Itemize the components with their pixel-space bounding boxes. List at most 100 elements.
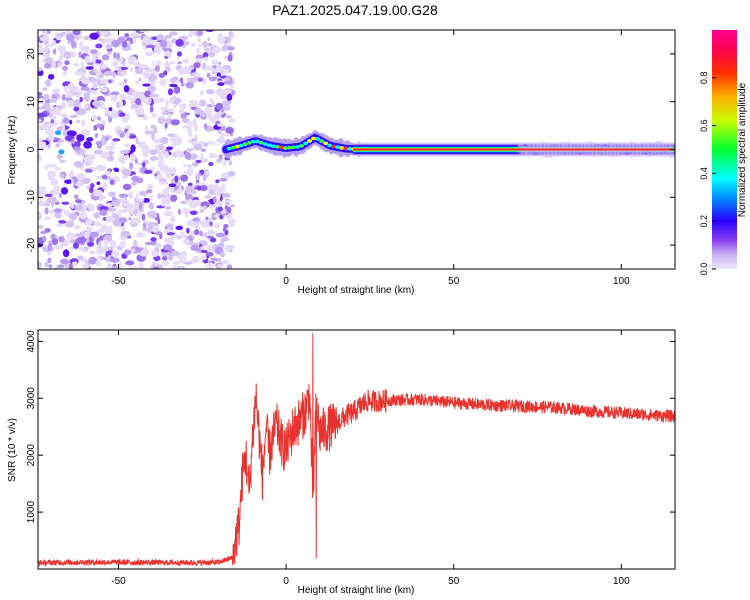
heatmap-cell: [90, 182, 95, 189]
heatmap-cell: [128, 266, 139, 269]
heatmap-cell: [197, 30, 204, 37]
heatmap-cell: [201, 148, 206, 152]
heatmap-cell: [151, 61, 155, 66]
heatmap-cell: [174, 150, 182, 158]
heatmap-cell: [177, 61, 182, 65]
heatmap-cell: [78, 51, 82, 59]
heatmap-cell: [120, 149, 130, 154]
heatmap-cell: [105, 145, 115, 151]
heatmap-cell: [38, 188, 44, 196]
heatmap-cell: [98, 197, 104, 202]
heatmap-cell: [202, 77, 207, 86]
heatmap-cell: [150, 81, 156, 86]
heatmap-cell: [323, 141, 329, 146]
heatmap-cell: [208, 230, 214, 237]
x-tick-label: 100: [613, 276, 630, 287]
heatmap-cell: [38, 44, 43, 49]
heatmap-cell: [111, 39, 121, 48]
heatmap-cell: [226, 93, 233, 102]
heatmap-cell: [307, 139, 313, 143]
heatmap-cell: [196, 47, 200, 54]
heatmap-cell: [80, 75, 87, 79]
heatmap-cell: [204, 65, 214, 71]
heatmap-cell: [199, 230, 204, 237]
heatmap-cell: [83, 140, 93, 149]
heatmap-cell: [128, 217, 132, 221]
heatmap-cell: [224, 199, 233, 204]
heatmap-cell: [38, 67, 43, 72]
heatmap-cell: [96, 247, 106, 254]
heatmap-cell: [223, 55, 229, 60]
heatmap-cell: [42, 86, 48, 91]
heatmap-cell: [110, 141, 117, 146]
heatmap-cell: [164, 169, 169, 175]
heatmap-cell: [234, 144, 240, 149]
heatmap-cell: [176, 51, 183, 57]
heatmap-cell: [228, 31, 232, 37]
heatmap-cell: [139, 94, 144, 101]
heatmap-cell: [83, 92, 90, 101]
colorbar-ticks: 0.0 0.2 0.4 0.6 0.8: [699, 72, 716, 276]
heatmap-cell: [191, 42, 196, 48]
heatmap-cell: [87, 177, 91, 183]
heatmap-cell: [187, 182, 193, 187]
x-tick-label: 0: [283, 576, 289, 587]
heatmap-cell: [134, 66, 139, 70]
heatmap-cell: [220, 251, 225, 258]
heatmap-cell: [60, 187, 69, 195]
heatmap-cell: [154, 261, 159, 268]
heatmap-cell: [84, 55, 91, 63]
heatmap-cell: [187, 132, 194, 138]
heatmap-cell: [92, 100, 101, 107]
y-tick-label: 10: [26, 96, 37, 108]
colorbar-tick-label: 0.0: [699, 263, 709, 276]
heatmap-cell: [167, 113, 172, 118]
heatmap-cell: [178, 35, 189, 41]
heatmap-cell: [208, 162, 214, 167]
x-tick-label: 0: [283, 276, 289, 287]
heatmap-cell: [87, 241, 95, 247]
heatmap-cell: [38, 225, 44, 229]
heatmap-cell: [127, 56, 137, 62]
heatmap-cell: [209, 154, 219, 158]
heatmap-cell: [114, 168, 120, 173]
heatmap-cell: [185, 81, 194, 89]
heatmap-cell: [51, 94, 58, 99]
heatmap-cell: [146, 189, 153, 194]
heatmap-cell: [117, 261, 123, 269]
heatmap-cell: [159, 40, 168, 48]
heatmap-cell: [55, 143, 60, 148]
heatmap-cell: [75, 110, 86, 116]
heatmap-cell: [97, 254, 102, 262]
heatmap-cell: [43, 30, 48, 37]
heatmap-cell: [133, 201, 140, 210]
heatmap-cell: [331, 144, 337, 149]
heatmap-cell: [184, 58, 190, 64]
heatmap-cell: [54, 211, 62, 219]
heatmap-cell: [98, 241, 102, 247]
heatmap-cell: [110, 94, 118, 102]
heatmap-cell: [44, 207, 49, 215]
colorbar-label: Normalized spectral amplitude: [737, 82, 748, 217]
heatmap-cell: [38, 47, 48, 55]
heatmap-cell: [229, 203, 236, 208]
heatmap-cell: [141, 213, 146, 221]
heatmap-cell: [142, 115, 148, 121]
heatmap-cell: [150, 87, 154, 96]
heatmap-cell: [107, 225, 113, 234]
heatmap-cell: [117, 198, 127, 202]
spectrogram-xlabel: Height of straight line (km): [298, 285, 415, 296]
heatmap-cell: [303, 141, 309, 146]
heatmap-cell: [290, 145, 296, 150]
heatmap-cell: [228, 118, 236, 123]
heatmap-cell: [77, 255, 84, 260]
heatmap-cell: [89, 32, 99, 40]
heatmap-cell: [219, 177, 227, 182]
heatmap-cell: [144, 125, 149, 131]
heatmap-cell: [85, 66, 94, 70]
heatmap-cell: [193, 143, 203, 151]
heatmap-cell: [38, 261, 42, 269]
heatmap-cell: [130, 181, 138, 186]
heatmap-cell: [140, 64, 148, 69]
heatmap-cell: [154, 65, 161, 72]
